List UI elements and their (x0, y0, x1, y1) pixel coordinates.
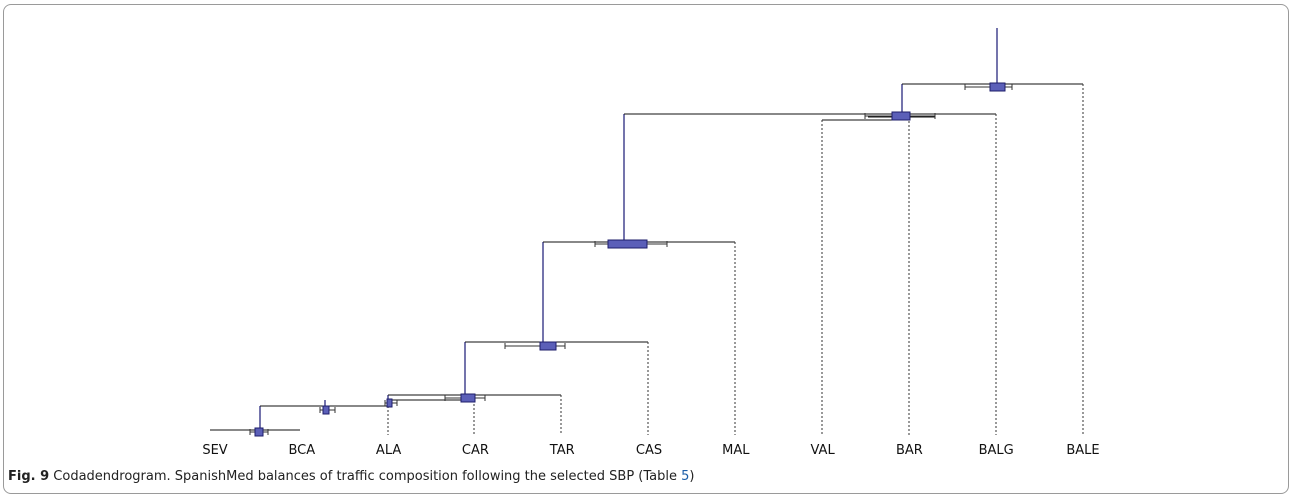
leaf-labels: SEV BCA ALA CAR TAR CAS MAL VAL BAR BALG BALE (202, 443, 1099, 458)
caption-label: Fig. 9 (8, 469, 50, 484)
balance-boxes (249, 82, 1013, 437)
table-link[interactable]: 5 (681, 469, 690, 484)
figure-caption: Fig. 9 Codadendrogram. SpanishMed balanc… (8, 469, 694, 484)
leaf-label: VAL (810, 443, 835, 458)
caption-text: ) (689, 469, 695, 484)
leaf-label: BALG (979, 443, 1014, 458)
leaf-label: BCA (288, 443, 315, 458)
caption-text: Codadendrogram. SpanishMed balances of t… (49, 469, 682, 484)
leaf-label: CAR (462, 443, 489, 458)
leaf-label: BAR (896, 443, 923, 458)
leaf-label: BALE (1066, 443, 1099, 458)
tree-lines (210, 28, 1084, 435)
leaf-label: ALA (376, 443, 401, 458)
leaf-label: TAR (549, 443, 575, 458)
figure-frame (3, 4, 1289, 494)
leaf-label: MAL (722, 443, 750, 458)
leaf-label: SEV (202, 443, 227, 458)
leaf-label: CAS (636, 443, 662, 458)
